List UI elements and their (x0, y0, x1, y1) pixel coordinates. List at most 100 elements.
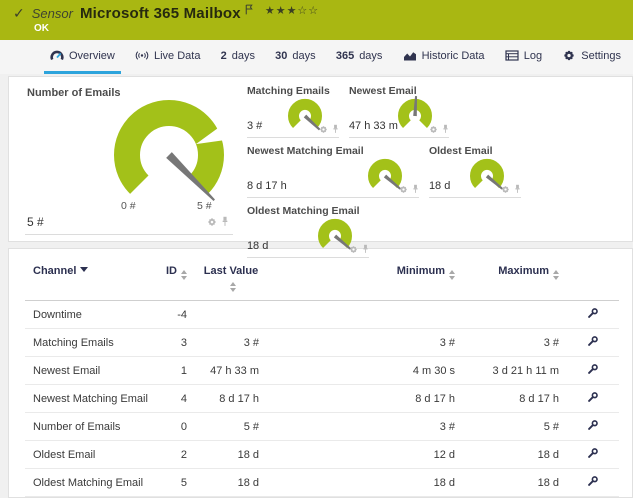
table-row: Number of Emails 0 5 #3 #5 # (25, 412, 619, 441)
gauge-title: Newest Email (348, 85, 417, 97)
table-row: Oldest Email 2 18 d 12 d 18 d (25, 440, 619, 469)
column-header-last-value[interactable]: Last Value (195, 261, 267, 301)
channel-last-value: 3 # (195, 328, 267, 357)
channel-name: Downtime (25, 300, 157, 329)
channel-table: Channel ID Last Value Minimum Maximum Do… (25, 261, 619, 497)
tab-365-days[interactable]: 365 days (330, 40, 389, 74)
broadcast-icon (135, 49, 149, 62)
sort-icon (449, 270, 455, 280)
channel-minimum: 8 d 17 h (267, 384, 463, 413)
pin-icon[interactable] (442, 124, 449, 134)
gauge-scale-min: 0 # (121, 200, 136, 212)
gauge-current-value: 8 d 17 h (246, 180, 287, 192)
column-header-channel[interactable]: Channel (25, 261, 157, 301)
channel-maximum: 5 # (463, 412, 567, 441)
channel-id: 0 (157, 412, 195, 441)
sort-icon (553, 270, 559, 280)
channel-last-value: 47 h 33 m (195, 356, 267, 385)
tab-label: Settings (581, 49, 621, 62)
tab-30-days[interactable]: 30 days (269, 40, 322, 74)
pin-icon[interactable] (514, 184, 521, 194)
gauge-current-value: 3 # (246, 120, 263, 132)
channel-settings-wrench-icon[interactable] (587, 447, 599, 459)
column-header-maximum[interactable]: Maximum (463, 261, 567, 301)
column-header-id[interactable]: ID (157, 261, 195, 301)
gauge-title: Oldest Matching Email (246, 205, 360, 217)
gauge-dial (313, 215, 357, 262)
channel-maximum (463, 300, 567, 329)
gauge-cell-actions (207, 216, 229, 227)
gear-icon[interactable] (349, 245, 358, 254)
gauge-dial (363, 155, 407, 202)
tab-settings[interactable]: Settings (556, 40, 627, 74)
channel-settings-wrench-icon[interactable] (587, 391, 599, 403)
gauge-dial (393, 95, 437, 142)
sensor-header: ✓ Sensor Microsoft 365 Mailbox ★★★☆☆ OK (0, 0, 633, 40)
gear-icon[interactable] (501, 185, 510, 194)
column-header-edit (567, 261, 619, 301)
tab-historic-data[interactable]: Historic Data (397, 40, 491, 74)
number-of-emails-gauge: Number of Emails 0 # 5 # 5 # (25, 85, 233, 235)
tab-label: Historic Data (421, 49, 485, 62)
tab-number: 365 (335, 49, 355, 62)
channel-last-value: 5 # (195, 412, 267, 441)
pin-icon[interactable] (332, 124, 339, 134)
matching-emails-gauge: Matching Emails 3 # (246, 85, 339, 138)
gauge-scale-max: 5 # (197, 200, 212, 212)
log-icon (505, 49, 519, 62)
tab-2-days[interactable]: 2 days (215, 40, 261, 74)
channel-maximum: 8 d 17 h (463, 384, 567, 413)
channel-settings-wrench-icon[interactable] (587, 363, 599, 375)
gear-icon[interactable] (319, 125, 328, 134)
gauge-current-value: 5 # (27, 215, 44, 229)
gear-icon[interactable] (429, 125, 438, 134)
column-header-minimum[interactable]: Minimum (267, 261, 463, 301)
gear-icon[interactable] (207, 217, 217, 227)
table-row: Downtime -4 (25, 300, 619, 329)
channel-minimum: 3 # (267, 328, 463, 357)
channel-minimum: 12 d (267, 440, 463, 469)
tab-label: days (231, 49, 256, 62)
pin-icon[interactable] (221, 216, 229, 227)
sensor-type-label: Sensor (31, 6, 73, 21)
channel-minimum: 4 m 30 s (267, 356, 463, 385)
gauge-cell-actions (349, 244, 369, 254)
channel-minimum (267, 300, 463, 329)
gauge-dial (283, 95, 327, 142)
channel-id: 1 (157, 356, 195, 385)
newest-email-gauge: Newest Email 47 h 33 m (348, 85, 449, 138)
channel-edit-cell (567, 356, 619, 385)
priority-stars[interactable]: ★★★☆☆ (264, 4, 320, 17)
channel-edit-cell (567, 300, 619, 329)
gauge-cell-actions (429, 124, 449, 134)
tab-log[interactable]: Log (499, 40, 548, 74)
channel-edit-cell (567, 384, 619, 413)
channel-settings-wrench-icon[interactable] (587, 419, 599, 431)
channel-edit-cell (567, 440, 619, 469)
oldest-matching-email-gauge: Oldest Matching Email 18 d (246, 205, 369, 258)
gear-icon[interactable] (399, 185, 408, 194)
tab-label: days (292, 49, 316, 62)
gauge-current-value: 18 d (428, 180, 451, 192)
pin-icon[interactable] (412, 184, 419, 194)
channel-settings-wrench-icon[interactable] (587, 475, 599, 487)
channel-settings-wrench-icon[interactable] (587, 307, 599, 319)
flag-icon[interactable] (244, 2, 253, 20)
channel-name: Newest Email (25, 356, 157, 385)
gauge-title: Matching Emails (246, 85, 330, 97)
channel-maximum: 18 d (463, 440, 567, 469)
gauge-dial (465, 155, 509, 202)
channel-id: 3 (157, 328, 195, 357)
sort-icon (181, 270, 187, 280)
sort-icon (230, 282, 236, 292)
pin-icon[interactable] (362, 244, 369, 254)
oldest-email-gauge: Oldest Email 18 d (428, 145, 521, 198)
channel-maximum: 3 d 21 h 11 m (463, 356, 567, 385)
channel-settings-wrench-icon[interactable] (587, 335, 599, 347)
tab-overview[interactable]: Overview (44, 40, 121, 74)
newest-matching-email-gauge: Newest Matching Email 8 d 17 h (246, 145, 419, 198)
tab-live-data[interactable]: Live Data (129, 40, 206, 74)
tab-number: 30 (275, 49, 288, 62)
